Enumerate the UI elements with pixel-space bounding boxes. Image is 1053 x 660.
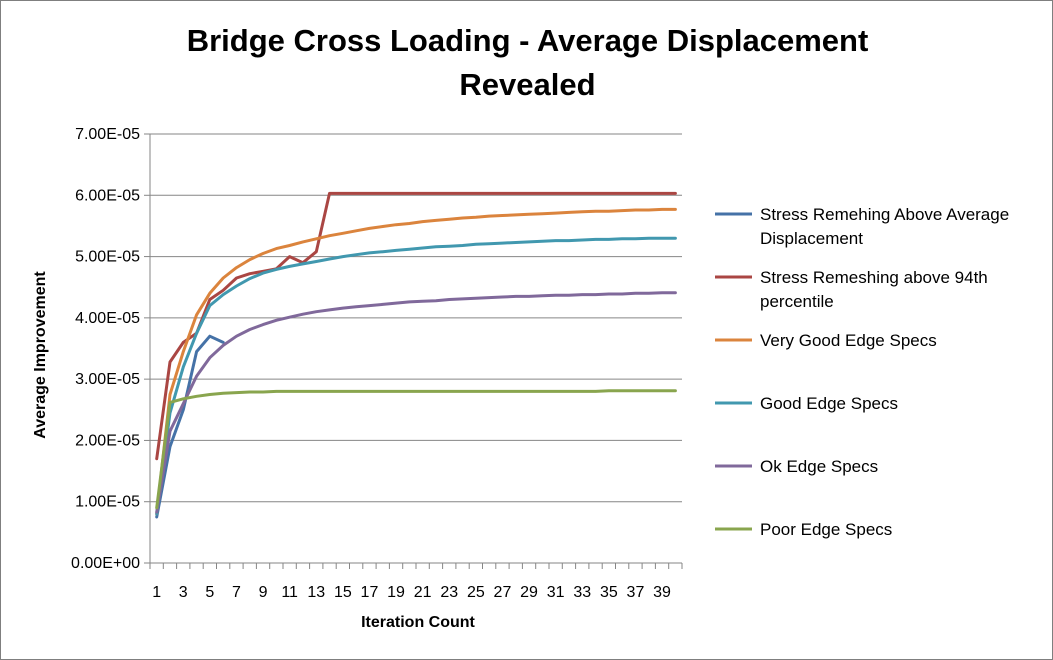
axes [144, 133, 683, 569]
series-line [155, 291, 677, 514]
x-tick-label: 23 [440, 584, 458, 601]
x-axis-label: Iteration Count [361, 614, 475, 631]
y-tick-label: 1.00E-05 [75, 494, 140, 511]
y-tick-label: 2.00E-05 [75, 432, 140, 449]
x-tick-label: 33 [573, 584, 591, 601]
legend-label: Very Good Edge Specs [760, 331, 937, 350]
x-tick-label: 25 [467, 584, 485, 601]
x-tick-label: 11 [281, 584, 298, 601]
chart-title-line2: Revealed [459, 67, 596, 102]
x-tick-label: 35 [600, 584, 618, 601]
y-axis-label: Average Improvement [32, 271, 49, 439]
series-line [155, 389, 677, 510]
series-line [155, 334, 225, 519]
y-tick-labels: 0.00E+00 1.00E-05 2.00E-05 3.00E-05 4.00E-05… [71, 126, 140, 572]
x-tick-label: 1 [152, 584, 161, 601]
series-line [155, 191, 677, 461]
x-tick-label: 31 [547, 584, 565, 601]
x-tick-label: 39 [653, 584, 671, 601]
series-lines [155, 191, 677, 519]
x-tick-label: 13 [307, 584, 325, 601]
series-line [155, 207, 677, 516]
chart-title: Bridge Cross Loading - Average Displacem… [186, 23, 869, 58]
y-tick-label: 3.00E-05 [75, 371, 140, 388]
x-tick-label: 27 [494, 584, 512, 601]
gridlines [150, 133, 682, 503]
legend-label: Good Edge Specs [760, 394, 898, 413]
legend: Stress Remehing Above Average Displacemen… [715, 205, 1009, 539]
series-line [155, 236, 677, 516]
x-tick-label: 21 [414, 584, 432, 601]
legend-label: Stress Remehing Above Average Displacemen… [760, 205, 1009, 248]
legend-label: Stress Remeshing above 94th percentile [760, 268, 988, 311]
x-tick-label: 9 [259, 584, 268, 601]
x-tick-labels: 1 3 5 7 9 11 13 15 17 19 21 23 25 27 29 31 33 35 37 39 [152, 584, 671, 601]
y-tick-label: 4.00E-05 [75, 310, 140, 327]
x-tick-label: 19 [387, 584, 405, 601]
x-tick-label: 5 [205, 584, 214, 601]
x-tick-label: 7 [232, 584, 241, 601]
x-tick-label: 15 [334, 584, 352, 601]
x-tick-label: 3 [179, 584, 188, 601]
y-tick-label: 6.00E-05 [75, 187, 140, 204]
legend-label: Ok Edge Specs [760, 457, 878, 476]
legend-label: Poor Edge Specs [760, 520, 892, 539]
y-tick-label: 5.00E-05 [75, 249, 140, 266]
x-tick-label: 17 [361, 584, 379, 601]
x-tick-label: 37 [627, 584, 645, 601]
x-tick-label: 29 [520, 584, 538, 601]
y-tick-label: 0.00E+00 [71, 555, 140, 572]
y-tick-label: 7.00E-05 [75, 126, 140, 143]
